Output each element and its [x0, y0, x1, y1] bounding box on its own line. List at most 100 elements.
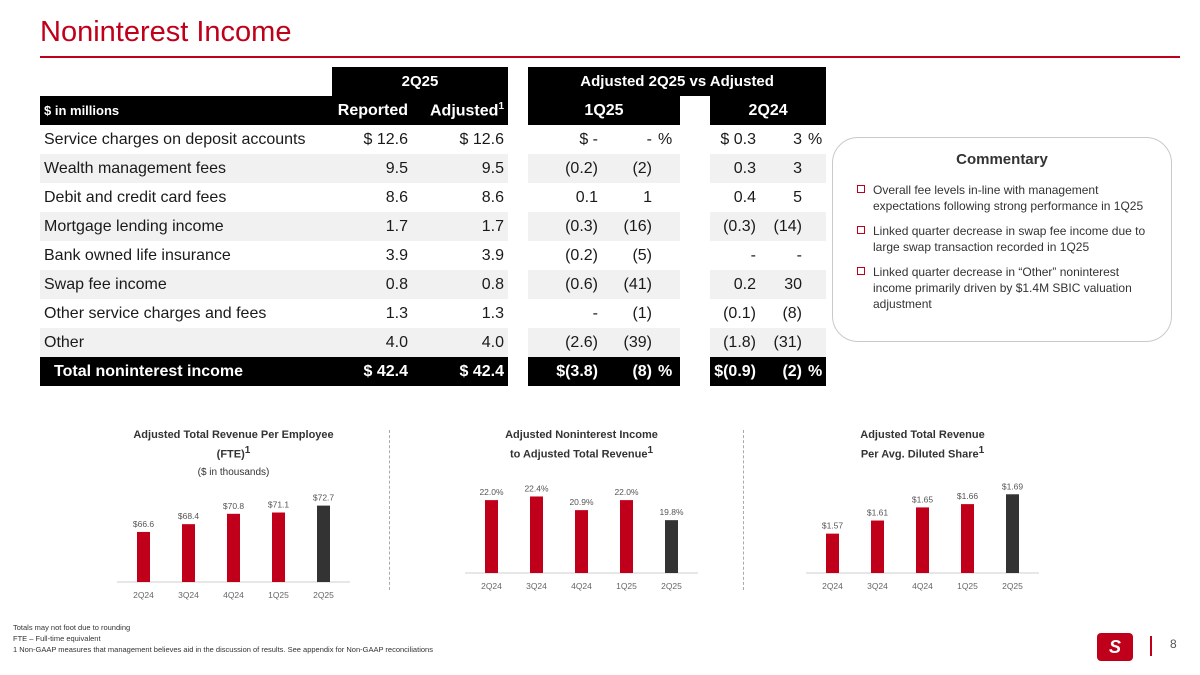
bar [272, 512, 285, 582]
cell-adjusted: 4.0 [412, 328, 508, 357]
total-q-pct: (8) [602, 357, 656, 386]
logo-divider [1150, 636, 1152, 656]
chart-revenue-per-share: Adjusted Total Revenue Per Avg. Diluted S… [795, 428, 1050, 599]
bar [485, 499, 498, 573]
commentary-bullet: Overall fee levels in-line with manageme… [857, 182, 1155, 214]
cell-q-pct: (1) [632, 304, 652, 322]
footnote: Totals may not foot due to rounding [13, 623, 131, 632]
cell-y-pct-sign [806, 270, 827, 299]
commentary-bullet: Linked quarter decrease in swap fee inco… [857, 223, 1155, 255]
col-header-adjusted: Adjusted1 [412, 96, 508, 125]
total-reported: $ 42.4 [332, 357, 412, 386]
cell-q-pct-sign [656, 241, 680, 270]
bar-chart: $66.6 2Q24 $68.4 3Q24 $70.8 4Q24 $71.1 1Q25 $72.… [117, 492, 350, 600]
data-label: $72.7 [313, 492, 335, 502]
cell-reported: 3.9 [385, 246, 408, 264]
cell-q-pct-sign [656, 212, 680, 241]
cell-q-pct: (2) [602, 154, 656, 183]
cell-reported: 9.5 [332, 154, 412, 183]
tick-label: 3Q24 [867, 581, 888, 591]
data-label: $70.8 [223, 500, 245, 510]
cell-q-pct: (39) [602, 328, 656, 357]
data-label: 22.0% [479, 487, 504, 497]
header-group-adjusted-vs: Adjusted 2Q25 vs Adjusted [528, 67, 827, 96]
cell-y-pct-sign [806, 212, 827, 241]
bar [137, 531, 150, 582]
data-label: $1.69 [1002, 481, 1024, 491]
cell-q-dollar: (0.2) [565, 246, 598, 264]
cell-q-pct: (5) [632, 246, 652, 264]
total-q-pct-sign: % [656, 357, 680, 386]
cell-y-pct: - [796, 246, 802, 264]
tick-label: 2Q24 [481, 581, 502, 591]
tick-label: 2Q25 [1002, 581, 1023, 591]
logo-mark: S [1108, 637, 1121, 657]
table-row: Mortgage lending income 1.7 1.7 (0.3) (16) (0… [40, 212, 827, 241]
bar-chart: 22.0% 2Q24 22.4% 3Q24 20.9% 4Q24 22.0% 1Q25 19.8… [465, 483, 698, 591]
total-q-dollar: $(3.8) [528, 357, 602, 386]
bar [317, 505, 330, 582]
cell-reported: 4.0 [332, 328, 412, 357]
chart-divider [389, 430, 390, 590]
cell-q-pct-sign [656, 183, 680, 212]
data-label: 19.8% [659, 507, 684, 517]
bar [620, 499, 633, 573]
data-label: 22.0% [614, 487, 639, 497]
table-row: Wealth management fees 9.5 9.5 (0.2) (2) 0.3 3 [40, 154, 827, 183]
data-label: $66.6 [133, 519, 155, 529]
cell-y-dollar: - [750, 246, 756, 264]
cell-y-dollar: (0.3) [710, 212, 760, 241]
unit-label: $ in millions [40, 96, 332, 125]
square-bullet-icon [857, 226, 865, 234]
footnote: FTE – Full-time equivalent [13, 634, 101, 643]
cell-label: Other [40, 328, 332, 357]
total-y-dollar: $(0.9) [710, 357, 760, 386]
page-number: 8 [1170, 637, 1177, 651]
cell-y-pct: (31) [760, 328, 806, 357]
commentary-box: Commentary Overall fee levels in-line wi… [832, 137, 1172, 342]
tick-label: 3Q24 [178, 590, 199, 600]
cell-y-dollar: $ 0.3 [720, 130, 756, 148]
tick-label: 4Q24 [223, 590, 244, 600]
cell-q-pct-sign [656, 270, 680, 299]
cell-label: Wealth management fees [40, 154, 332, 183]
bar [665, 519, 678, 573]
cell-adjusted: $ 12.6 [459, 130, 504, 148]
total-y-pct: (2) [760, 357, 806, 386]
data-label: $71.1 [268, 499, 290, 509]
title-divider [40, 56, 1180, 58]
commentary-title: Commentary [956, 151, 1048, 168]
square-bullet-icon [857, 185, 865, 193]
bar [530, 496, 543, 573]
cell-adjusted: 1.3 [481, 304, 504, 322]
cell-label: Other service charges and fees [44, 304, 267, 322]
cell-adjusted: 0.8 [412, 270, 508, 299]
cell-q-dollar: 0.1 [575, 188, 598, 206]
table-row: Other service charges and fees 1.3 1.3 - (1)… [40, 299, 826, 328]
tick-label: 2Q25 [661, 581, 682, 591]
cell-reported: 1.3 [385, 304, 408, 322]
data-label: $1.65 [912, 494, 934, 504]
cell-y-pct: 30 [760, 270, 806, 299]
footnote: 1 Non-GAAP measures that management beli… [13, 645, 433, 654]
footnotes: Totals may not foot due to rounding FTE … [13, 622, 433, 655]
tick-label: 4Q24 [912, 581, 933, 591]
cell-label: Bank owned life insurance [44, 246, 231, 264]
bar [961, 503, 974, 573]
table-row: Other 4.0 4.0 (2.6) (39) (1.8) (31) [40, 328, 827, 357]
company-logo: S [1097, 633, 1133, 661]
cell-y-pct-sign: % [808, 130, 823, 148]
bar [826, 533, 839, 573]
table-row: Service charges on deposit accounts $ 12.… [40, 125, 826, 154]
tick-label: 1Q25 [616, 581, 637, 591]
cell-label: Swap fee income [40, 270, 332, 299]
cell-adjusted: 8.6 [481, 188, 504, 206]
cell-reported: 0.8 [332, 270, 412, 299]
cell-y-pct: (8) [782, 304, 802, 322]
cell-q-pct: (16) [602, 212, 656, 241]
table-row: Swap fee income 0.8 0.8 (0.6) (41) 0.2 30 [40, 270, 827, 299]
bar [1006, 493, 1019, 573]
cell-label: Debit and credit card fees [44, 188, 227, 206]
header-group-2q25: 2Q25 [332, 67, 508, 96]
total-adjusted: $ 42.4 [412, 357, 508, 386]
